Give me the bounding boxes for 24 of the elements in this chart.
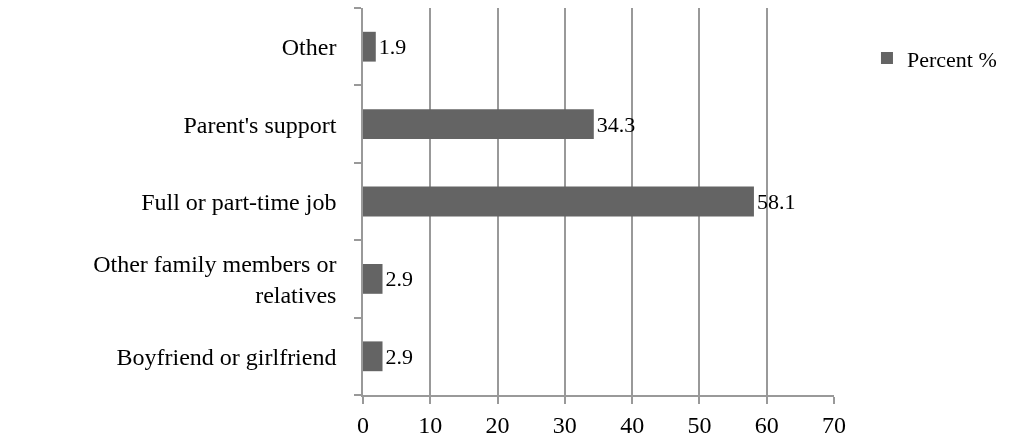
- x-tick-label: 10: [418, 411, 443, 438]
- bar: [363, 31, 376, 62]
- legend-label: Percent %: [906, 46, 997, 72]
- bar: [363, 264, 383, 294]
- y-tick-label: Other family members or relatives: [93, 250, 337, 308]
- x-tick-label: 40: [620, 411, 645, 438]
- data-label: 1.9: [378, 34, 407, 60]
- x-tick-label: 0: [357, 411, 369, 438]
- x-tick-label: 50: [687, 411, 712, 438]
- data-label: 2.9: [385, 343, 414, 369]
- bar: [363, 341, 383, 372]
- y-tick-label: Parent's support: [183, 111, 337, 138]
- x-tick-label: 30: [552, 411, 577, 438]
- y-tick-label: Boyfriend or girlfriend: [116, 343, 337, 370]
- y-tick-label: Full or part-time job: [141, 188, 337, 215]
- data-label: 34.3: [596, 111, 636, 137]
- bar: [363, 109, 594, 139]
- data-label: 58.1: [756, 189, 796, 214]
- x-tick-label: 20: [485, 411, 510, 438]
- bar: [363, 186, 754, 217]
- data-label: 2.9: [385, 266, 414, 292]
- y-tick-label: Other: [281, 34, 337, 61]
- x-tick-label: 70: [822, 411, 846, 438]
- x-tick-label: 60: [754, 411, 779, 438]
